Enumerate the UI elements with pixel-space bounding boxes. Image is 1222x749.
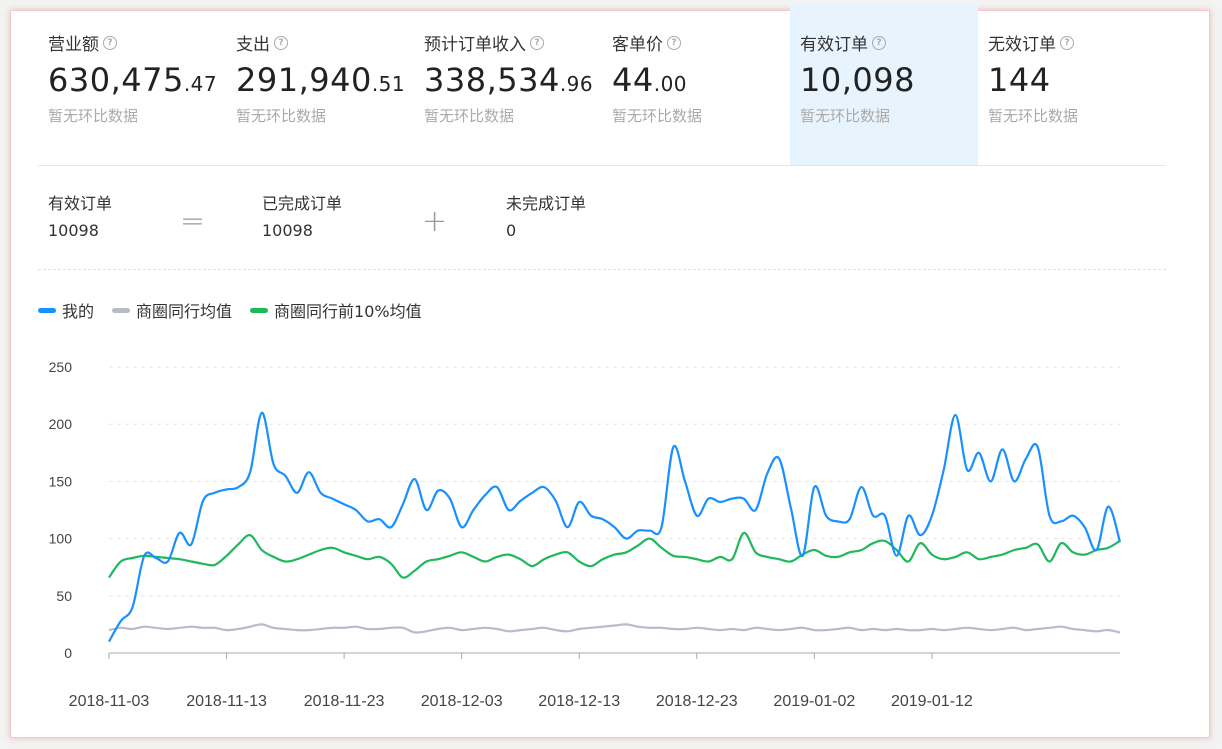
kpi-compare-text: 暂无环比数据 — [988, 107, 1079, 125]
help-icon[interactable]: ? — [667, 35, 681, 50]
y-tick-label: 250 — [49, 359, 73, 375]
help-icon[interactable]: ? — [103, 35, 117, 50]
formula-label: 未完成订单 — [506, 194, 587, 213]
formula-label: 已完成订单 — [262, 194, 343, 213]
legend-label: 我的 — [62, 302, 95, 321]
x-tick-label: 2018-11-03 — [69, 693, 150, 710]
x-tick-label: 2018-12-23 — [656, 693, 738, 710]
legend-label: 商圈同行前10%均值 — [274, 302, 422, 321]
formula-valid-orders: 有效订单 10098 — [48, 190, 112, 244]
kpi-value: 630,475.47 — [48, 61, 226, 99]
kpi-compare-text: 暂无环比数据 — [424, 107, 515, 125]
kpi-label: 支出 — [236, 35, 270, 55]
x-tick-label: 2018-12-13 — [538, 693, 620, 710]
kpi-value-int: 291,940 — [236, 61, 372, 99]
kpi-label: 有效订单 — [800, 35, 868, 55]
legend-swatch — [250, 307, 269, 313]
x-tick-label: 2019-01-12 — [891, 693, 973, 710]
kpi-value: 10,098 — [800, 61, 978, 99]
equals-sign: = — [180, 204, 206, 239]
kpi-value: 144 — [988, 61, 1166, 99]
x-tick-label: 2019-01-02 — [773, 693, 855, 710]
y-tick-label: 150 — [49, 473, 73, 489]
legend-swatch — [112, 307, 131, 313]
kpi-value-dec: .96 — [559, 72, 594, 96]
divider — [38, 165, 1166, 166]
kpi-value: 44.00 — [612, 61, 790, 99]
series-line-2[interactable] — [108, 531, 1121, 579]
kpi-value-dec: .51 — [371, 72, 406, 96]
formula-value: 0 — [506, 221, 517, 240]
kpi-row: 营业额? 630,475.47 暂无环比数据 支出? 291,940.51 暂无… — [38, 4, 1178, 166]
kpi-card-revenue[interactable]: 营业额? 630,475.47 暂无环比数据 — [38, 4, 226, 166]
kpi-value-int: 44 — [612, 61, 654, 99]
y-tick-label: 50 — [56, 588, 72, 604]
kpi-value-int: 630,475 — [48, 61, 184, 99]
x-tick-label: 2018-11-13 — [186, 693, 267, 710]
dashboard-panel — [10, 10, 1210, 738]
chart-legend: 我的 商圈同行均值 商圈同行前10%均值 — [38, 298, 422, 322]
kpi-label: 预计订单收入 — [424, 35, 526, 55]
help-icon[interactable]: ? — [274, 35, 288, 50]
x-tick-label: 2018-12-03 — [421, 693, 503, 710]
formula-completed-orders: 已完成订单 10098 — [262, 190, 342, 244]
y-tick-label: 200 — [49, 416, 73, 432]
kpi-value-int: 10,098 — [800, 61, 915, 99]
formula-label: 有效订单 — [48, 194, 113, 213]
help-icon[interactable]: ? — [530, 35, 544, 50]
kpi-label: 无效订单 — [988, 35, 1056, 55]
kpi-label: 客单价 — [612, 35, 663, 55]
legend-label: 商圈同行均值 — [136, 302, 233, 321]
kpi-label: 营业额 — [48, 35, 99, 55]
divider-dashed — [38, 269, 1166, 270]
plus-sign: + — [422, 204, 448, 239]
series-line-0[interactable] — [108, 411, 1122, 643]
formula-value: 10098 — [262, 221, 313, 240]
order-formula: 有效订单 10098 = 已完成订单 10098 + 未完成订单 0 — [36, 190, 1166, 270]
kpi-compare-text: 暂无环比数据 — [48, 107, 139, 125]
help-icon[interactable]: ? — [872, 35, 886, 50]
kpi-value-dec: .00 — [653, 72, 688, 96]
kpi-card-invalid-orders[interactable]: 无效订单? 144 暂无环比数据 — [978, 4, 1166, 166]
formula-value: 10098 — [48, 221, 99, 240]
legend-item-peer-top10[interactable]: 商圈同行前10%均值 — [250, 298, 422, 322]
y-tick-label: 100 — [49, 531, 73, 547]
kpi-compare-text: 暂无环比数据 — [800, 107, 891, 125]
kpi-compare-text: 暂无环比数据 — [236, 107, 327, 125]
kpi-card-expected-income[interactable]: 预计订单收入? 338,534.96 暂无环比数据 — [414, 4, 602, 166]
kpi-card-avg-order[interactable]: 客单价? 44.00 暂无环比数据 — [602, 4, 790, 166]
kpi-value-int: 338,534 — [424, 61, 560, 99]
series-line-1[interactable] — [108, 623, 1121, 634]
kpi-compare-text: 暂无环比数据 — [612, 107, 703, 125]
kpi-value-dec: .47 — [183, 72, 218, 96]
legend-swatch — [38, 307, 56, 313]
legend-item-peer-avg[interactable]: 商圈同行均值 — [112, 298, 232, 322]
kpi-value: 291,940.51 — [236, 61, 414, 99]
y-tick-label: 0 — [64, 645, 72, 661]
kpi-card-expense[interactable]: 支出? 291,940.51 暂无环比数据 — [226, 4, 414, 166]
kpi-value-int: 144 — [988, 61, 1051, 99]
kpi-value: 338,534.96 — [424, 61, 602, 99]
legend-item-mine[interactable]: 我的 — [38, 298, 94, 322]
x-tick-label: 2018-11-23 — [304, 693, 385, 710]
formula-uncompleted-orders: 未完成订单 0 — [506, 190, 586, 244]
help-icon[interactable]: ? — [1060, 35, 1074, 50]
kpi-card-valid-orders[interactable]: 有效订单? 10,098 暂无环比数据 — [790, 4, 978, 166]
